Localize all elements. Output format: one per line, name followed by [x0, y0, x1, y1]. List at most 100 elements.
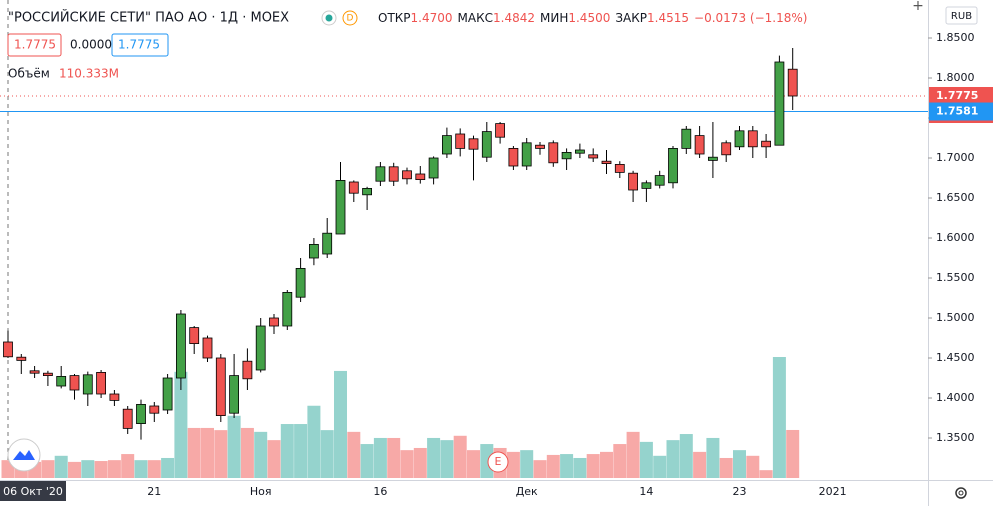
volume-bar	[626, 431, 640, 478]
candle-body	[614, 163, 625, 173]
candle-body	[468, 138, 479, 150]
candle-body	[521, 142, 532, 167]
plot-area	[0, 48, 928, 478]
spread-value: 0.0000	[70, 38, 112, 52]
volume-bar	[746, 455, 760, 478]
y-tick-label: 1.4000	[936, 391, 975, 404]
volume-bar	[560, 454, 574, 478]
volume-bar	[413, 447, 427, 478]
currency-box[interactable]	[945, 6, 978, 25]
event-marker[interactable]	[487, 451, 509, 473]
candle-body	[668, 147, 678, 184]
candle-body	[322, 232, 333, 255]
volume-bar	[759, 470, 773, 478]
candle-body	[229, 375, 240, 414]
symbol-title: "РОССИЙСКИЕ СЕТИ" ПАО АО · 1Д · MOEX	[8, 10, 289, 26]
volume-bar	[187, 427, 201, 478]
volume-bar	[520, 450, 534, 478]
volume-bar	[373, 437, 387, 478]
candle-body	[3, 341, 13, 358]
volume-bar	[679, 434, 693, 478]
price-label: 1.7581	[936, 105, 978, 118]
volume-bar	[68, 461, 81, 478]
delay-icon[interactable]	[342, 10, 358, 26]
x-tick-label: Ноя	[250, 485, 272, 498]
volume-bar	[772, 357, 786, 478]
candle-body	[29, 370, 40, 374]
volume-bar	[240, 427, 254, 478]
candle-body	[175, 313, 186, 379]
volume-bar	[387, 437, 401, 478]
x-tick-label: 21	[147, 485, 161, 498]
bid-box	[7, 33, 62, 57]
candle-body	[362, 187, 373, 196]
x-tick-label: 2021	[819, 485, 847, 498]
x-tick-label: Дек	[516, 485, 538, 498]
ohlc-value: 1.4500	[568, 11, 610, 25]
volume-bar	[600, 451, 613, 478]
candle-body	[69, 375, 80, 391]
candle-body	[43, 372, 53, 377]
candle-body	[588, 154, 599, 159]
candle-body	[402, 170, 412, 180]
volume-bar	[693, 451, 707, 478]
ohlc-value: 1.4700	[411, 11, 453, 25]
candle-body	[82, 374, 93, 395]
volume-bar	[94, 461, 108, 478]
candle-body	[575, 149, 585, 154]
candle-body	[109, 393, 120, 401]
candle-body	[16, 356, 27, 361]
crosshair-date-box	[0, 481, 66, 501]
candle-body	[535, 144, 545, 149]
volume-bar	[41, 460, 55, 478]
candle-body	[787, 68, 798, 97]
candle-body	[761, 140, 771, 148]
logo	[7, 438, 41, 472]
volume-bar	[294, 424, 308, 478]
candle-body	[747, 130, 758, 148]
ask-value: 1.7775	[118, 38, 160, 52]
ohlc-label: ЗАКР	[615, 11, 647, 25]
candle-body	[122, 408, 133, 429]
volume-bar	[360, 444, 374, 478]
legend: "РОССИЙСКИЕ СЕТИ" ПАО АО · 1Д · MOEX D 1…	[7, 10, 358, 81]
candle-body	[149, 405, 160, 414]
candle-body	[242, 360, 253, 380]
candle-body	[641, 182, 652, 189]
volume-name: Объём	[8, 67, 50, 81]
settings-icon[interactable]	[955, 487, 967, 499]
volume-bar	[227, 415, 241, 478]
candle-body	[162, 377, 173, 411]
ohlc-label: ОТКР	[378, 11, 411, 25]
candle-body	[282, 291, 293, 327]
candle-body	[335, 179, 346, 235]
volume-bar	[480, 444, 494, 478]
candle-body	[441, 135, 452, 155]
price-label-box	[929, 102, 993, 121]
volume-bar	[161, 457, 175, 478]
candle-body	[375, 166, 386, 182]
volume-bar	[613, 444, 627, 478]
candle-body	[681, 128, 692, 149]
volume-bar	[786, 429, 800, 478]
candle-body	[96, 371, 106, 395]
volume-bar	[81, 460, 95, 478]
volume-bar	[533, 460, 547, 478]
add-icon[interactable]: +	[912, 0, 924, 14]
volume-bar	[214, 430, 228, 478]
ask-box	[111, 33, 169, 57]
volume-bar	[573, 457, 587, 478]
volume-bar	[440, 440, 454, 478]
y-tick-label: 1.6000	[936, 231, 975, 244]
candle-body	[136, 403, 146, 424]
volume-bar	[307, 405, 321, 478]
bid-value: 1.7775	[14, 38, 56, 52]
candle-body	[295, 267, 306, 298]
y-tick-label: 1.8000	[936, 71, 975, 84]
candle-body	[601, 160, 612, 164]
candle-body	[348, 181, 359, 194]
candle-body	[202, 337, 213, 359]
volume-bar	[506, 451, 520, 478]
candle-body	[455, 133, 466, 149]
volume-bar	[719, 457, 733, 478]
